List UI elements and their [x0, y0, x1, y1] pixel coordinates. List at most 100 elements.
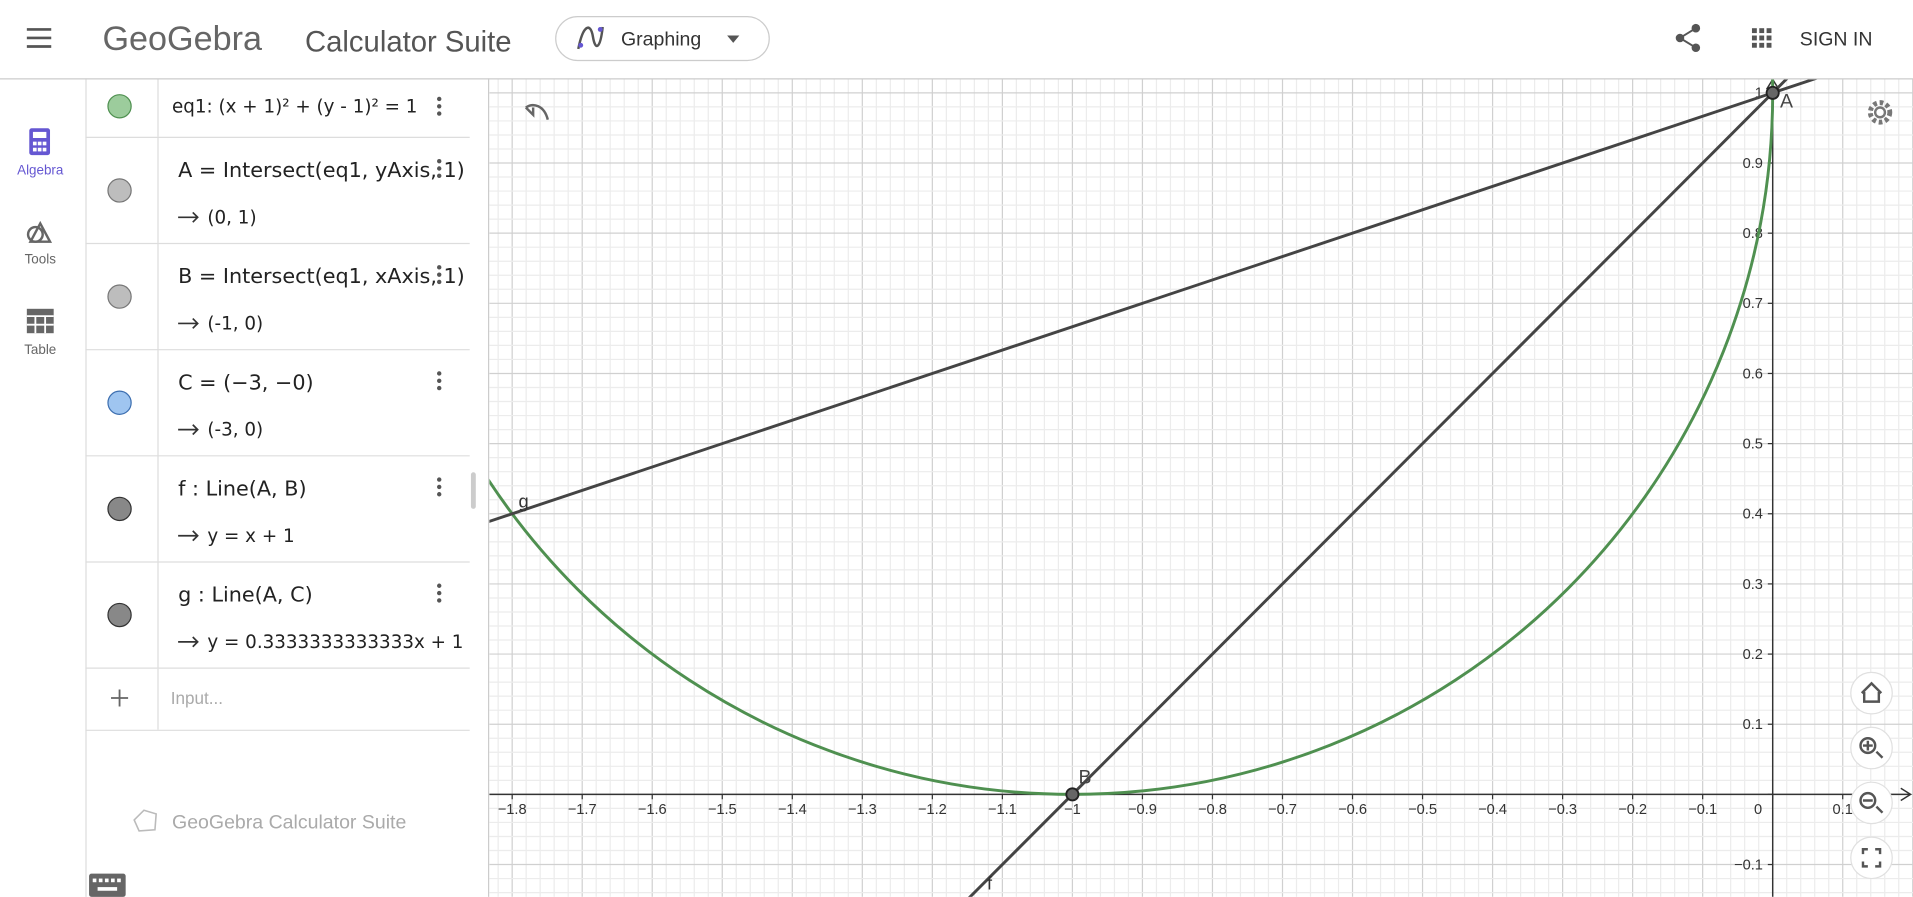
y-tick-label: 0.3: [1743, 577, 1763, 593]
button-bg: [1850, 726, 1893, 770]
apps-button[interactable]: [1751, 28, 1772, 48]
x-tick-label: −0.8: [1198, 802, 1227, 818]
table-tab[interactable]: Table: [24, 308, 56, 357]
menu-button[interactable]: [26, 28, 52, 48]
sign-in-button[interactable]: SIGN IN: [1800, 28, 1873, 50]
output-value: (0, 1): [207, 207, 256, 228]
x-tick-label: −1.3: [848, 802, 877, 818]
button-bg: [1850, 836, 1893, 880]
zoom-out-button[interactable]: [1850, 781, 1893, 825]
menu-dot: [437, 590, 442, 596]
gear-hub: [1873, 106, 1887, 119]
definition: eq1: (x + 1)² + (y - 1)² = 1: [172, 96, 417, 117]
output-value: y = x + 1: [207, 526, 294, 547]
menu-dot: [437, 492, 442, 497]
definition: f : Line(A, B): [178, 476, 306, 500]
visibility-toggle[interactable]: [107, 94, 132, 119]
menu-dot: [437, 477, 442, 482]
side-rail: [0, 78, 86, 897]
app-picker-label: Graphing: [621, 28, 701, 50]
y-tick-label: 1: [1755, 86, 1763, 102]
menu-dot: [437, 583, 442, 588]
lens: [1859, 791, 1877, 810]
algebra-tab[interactable]: Algebra: [17, 128, 64, 178]
item-menu[interactable]: [437, 158, 442, 179]
fullscreen-button[interactable]: [1850, 836, 1893, 880]
point-a[interactable]: [1765, 85, 1780, 100]
tools-tab[interactable]: Tools: [25, 220, 57, 267]
y-tick-label: 0.1: [1743, 717, 1763, 733]
keyboard-button[interactable]: [89, 873, 126, 897]
y-tick-label: 0.2: [1743, 647, 1763, 663]
line-label: f: [987, 873, 993, 894]
settings-button[interactable]: [1867, 100, 1893, 125]
output-value: (-3, 0): [207, 420, 263, 441]
x-tick-label: −0.1: [1688, 802, 1717, 818]
visibility-toggle[interactable]: [107, 390, 132, 415]
x-tick-label: 0: [1754, 802, 1762, 818]
x-tick-label: −1.8: [498, 802, 527, 818]
logo: GeoGebra: [102, 20, 262, 58]
home-button[interactable]: [1850, 671, 1893, 715]
item-menu[interactable]: [437, 96, 442, 116]
definition: C = (−3, −0): [178, 370, 314, 394]
x-tick-label: 0.1: [1833, 802, 1853, 818]
button-bg: [1850, 671, 1893, 715]
definition: A = Intersect(eq1, yAxis, 1): [178, 158, 465, 182]
x-tick-label: −1: [1064, 802, 1081, 818]
point-label: A: [1780, 91, 1793, 113]
scrollbar[interactable]: [470, 472, 476, 509]
zoom-in-button[interactable]: [1850, 726, 1893, 770]
conic-eq1[interactable]: [372, 0, 1775, 796]
point-b[interactable]: [1065, 787, 1080, 802]
item-menu[interactable]: [437, 477, 442, 497]
menu-dot: [437, 265, 442, 270]
x-tick-label: −0.2: [1618, 802, 1647, 818]
visibility-toggle[interactable]: [107, 284, 132, 309]
input-bar[interactable]: Input...: [171, 689, 223, 708]
x-tick-label: −0.3: [1548, 802, 1577, 818]
x-tick-label: −1.6: [638, 802, 667, 818]
menu-dot: [437, 378, 442, 383]
menu-dot: [437, 272, 442, 277]
header: GeoGebra Calculator Suite Graphing SIGN …: [0, 0, 1913, 80]
output-arrow: [178, 636, 199, 648]
visibility-toggle[interactable]: [107, 496, 132, 522]
algebra-panel: Input... GeoGebra Calculator Suite eq1: …: [85, 78, 490, 897]
algebra-item[interactable]: eq1: (x + 1)² + (y - 1)² = 1: [85, 79, 470, 139]
app-picker[interactable]: Graphing: [555, 16, 770, 62]
algebra-item[interactable]: f : Line(A, B) y = x + 1: [85, 455, 470, 563]
algebra-item[interactable]: A = Intersect(eq1, yAxis, 1) (0, 1): [85, 136, 470, 245]
menu-dot: [437, 598, 442, 603]
x-tick-label: −1.7: [568, 802, 597, 818]
x-tick-label: −0.6: [1338, 802, 1367, 818]
menu-dot: [437, 484, 442, 490]
output-arrow: [178, 530, 199, 542]
visibility-toggle[interactable]: [107, 602, 132, 628]
share-button[interactable]: [1675, 23, 1701, 52]
visibility-toggle[interactable]: [107, 178, 132, 203]
line-f[interactable]: [232, 0, 1913, 897]
item-menu[interactable]: [437, 265, 442, 285]
line-g[interactable]: [232, 23, 1913, 608]
y-tick-label: 0.4: [1743, 507, 1763, 523]
item-menu[interactable]: [437, 371, 442, 391]
undo-button[interactable]: [524, 104, 549, 121]
x-tick-label: −1.2: [918, 802, 947, 818]
line-label: g: [519, 491, 529, 512]
algebra-item[interactable]: C = (−3, −0) (-3, 0): [85, 349, 470, 457]
lens: [1859, 737, 1877, 755]
algebra-item[interactable]: B = Intersect(eq1, xAxis, 1) (-1, 0): [85, 242, 470, 351]
tab-label: Algebra: [17, 163, 64, 178]
definition: g : Line(A, C): [178, 583, 313, 607]
graphics-view[interactable]: −1.8 −1.7 −1.6 −1.5 −1.4 −1.3 −1.2 −1.1 −1 −0.9 −0…: [232, 0, 1913, 897]
output-arrow: [178, 317, 199, 329]
algebra-item[interactable]: g : Line(A, C) y = 0.3333333333333x + 1: [85, 561, 470, 669]
tab-label: Table: [24, 342, 56, 357]
graphics-content: −1.8 −1.7 −1.6 −1.5 −1.4 −1.3 −1.2 −1.1 −1 −0.9 −0…: [232, 0, 1913, 897]
button-icon: [1862, 799, 1884, 814]
y-tick-label: 0.5: [1743, 437, 1763, 453]
add-icon[interactable]: [111, 689, 129, 707]
item-menu[interactable]: [437, 583, 442, 603]
app-title: Calculator Suite: [305, 25, 512, 58]
